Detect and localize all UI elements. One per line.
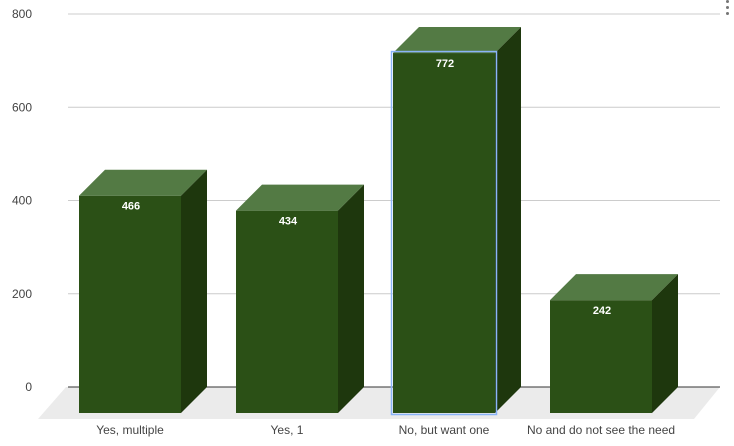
bar-data-label: 434 [279,216,298,228]
chart-floor [38,387,720,419]
bar: 466 [79,169,207,413]
bar-front [393,53,495,414]
x-axis-ticks: Yes, multiple Yes, 1 No, but want one No an… [96,423,675,437]
x-tick-label: No, but want one [399,423,490,437]
y-axis-ticks: 0 200 400 600 800 [12,7,32,394]
x-tick-label: No and do not see the need [527,423,675,437]
x-tick-label: Yes, 1 [271,423,304,437]
bar-data-label: 466 [122,201,140,213]
y-tick-label: 800 [12,7,32,21]
bar-top [393,27,521,54]
y-tick-label: 0 [25,380,32,394]
more-vert-icon[interactable] [722,0,732,16]
bar-data-label: 772 [436,58,454,70]
y-tick-label: 400 [12,194,32,208]
bars: 466 434 772 242 [79,27,678,416]
bar: 434 [236,184,364,413]
y-tick-label: 600 [12,100,32,114]
bar-top [79,169,207,196]
y-tick-label: 200 [12,287,32,301]
bar-side [652,274,678,413]
bar-data-label: 242 [593,305,611,317]
bar-top [550,274,678,301]
x-tick-label: Yes, multiple [96,423,164,437]
bar-selection-outline [390,50,498,416]
bar-front [236,210,338,413]
bar: 242 [550,274,678,413]
bar-front [550,300,652,413]
bar-side [181,169,207,413]
bar-side [495,27,521,414]
bar-front [79,195,181,413]
bar-side [338,184,364,413]
bar: 772 [390,27,521,416]
bar-top [236,184,364,211]
